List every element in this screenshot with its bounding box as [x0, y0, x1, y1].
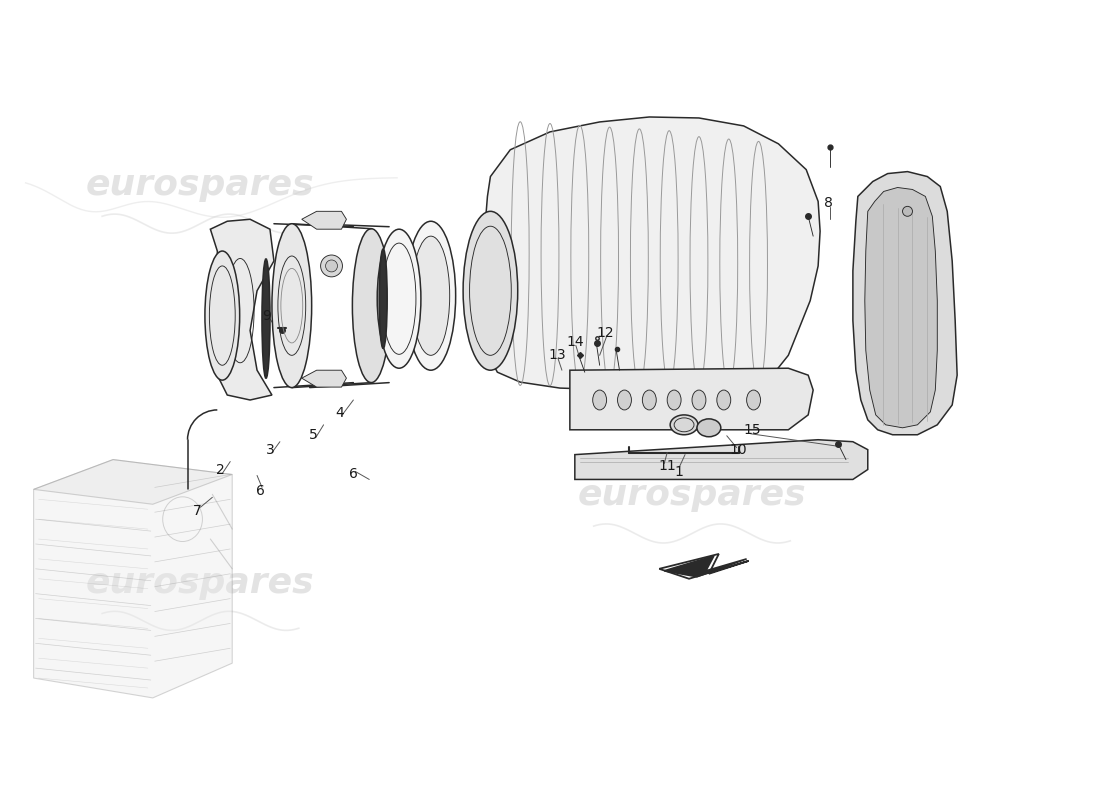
Text: 2: 2: [216, 462, 224, 477]
Text: 6: 6: [255, 484, 264, 498]
Text: 14: 14: [566, 335, 584, 350]
Ellipse shape: [463, 211, 518, 370]
Text: 6: 6: [349, 467, 358, 482]
Ellipse shape: [642, 390, 657, 410]
Polygon shape: [301, 211, 346, 229]
Text: 15: 15: [744, 422, 761, 437]
Ellipse shape: [902, 206, 913, 216]
Ellipse shape: [747, 390, 760, 410]
Text: eurospares: eurospares: [566, 169, 795, 202]
Polygon shape: [664, 556, 747, 577]
Text: 3: 3: [265, 442, 274, 457]
Polygon shape: [301, 370, 346, 387]
Ellipse shape: [205, 251, 240, 380]
Text: eurospares: eurospares: [86, 169, 315, 202]
Text: 7: 7: [194, 504, 201, 518]
Polygon shape: [852, 171, 957, 434]
Polygon shape: [575, 440, 868, 479]
Ellipse shape: [670, 415, 698, 434]
Ellipse shape: [352, 229, 390, 382]
Polygon shape: [34, 459, 232, 504]
Ellipse shape: [668, 390, 681, 410]
Ellipse shape: [272, 224, 311, 387]
Text: 8: 8: [824, 196, 833, 210]
Ellipse shape: [379, 249, 387, 348]
Ellipse shape: [717, 390, 730, 410]
Ellipse shape: [377, 229, 421, 368]
Text: 12: 12: [597, 326, 615, 341]
Ellipse shape: [692, 390, 706, 410]
Text: 5: 5: [309, 428, 318, 442]
Ellipse shape: [406, 222, 455, 370]
Polygon shape: [570, 368, 813, 430]
Polygon shape: [485, 117, 821, 390]
Polygon shape: [210, 219, 274, 400]
Ellipse shape: [593, 390, 606, 410]
Polygon shape: [34, 459, 232, 698]
Text: 4: 4: [336, 406, 344, 420]
Text: 10: 10: [730, 442, 748, 457]
Ellipse shape: [326, 260, 338, 272]
Text: 11: 11: [658, 458, 676, 473]
Text: eurospares: eurospares: [86, 566, 315, 600]
Text: 9: 9: [263, 309, 272, 322]
Ellipse shape: [262, 259, 270, 378]
Ellipse shape: [320, 255, 342, 277]
Ellipse shape: [412, 236, 450, 355]
Ellipse shape: [617, 390, 631, 410]
Ellipse shape: [697, 419, 720, 437]
Text: 1: 1: [674, 465, 683, 478]
Text: eurospares: eurospares: [578, 478, 806, 512]
Polygon shape: [865, 187, 937, 428]
Text: 13: 13: [548, 348, 565, 362]
